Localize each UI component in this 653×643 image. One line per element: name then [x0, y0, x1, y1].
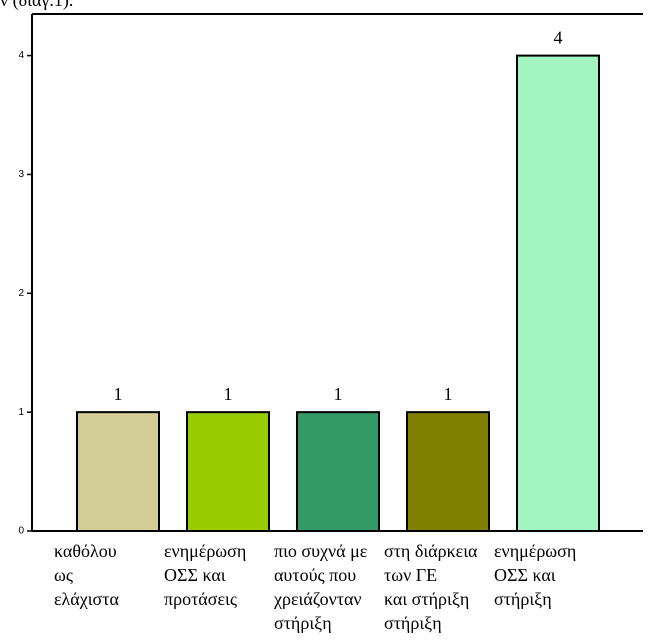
- x-tick-label: ως: [54, 565, 73, 585]
- bar: [186, 411, 270, 532]
- y-tick-label: 0: [18, 526, 24, 537]
- x-tick-label: στη διάρκεια: [384, 541, 478, 561]
- x-tick-label: πιο συχνά με: [274, 541, 368, 561]
- x-tick-label: προτάσεις: [164, 589, 237, 609]
- y-tick-label: 3: [18, 169, 24, 180]
- x-tick-label: στήριξη: [494, 589, 552, 609]
- x-tick-label: στήριξη: [384, 613, 442, 633]
- value-label: 1: [114, 384, 123, 404]
- x-tick-label: και στήριξη: [384, 589, 469, 609]
- x-tick-label: ΟΣΣ και: [494, 565, 556, 585]
- value-label: 4: [554, 28, 563, 48]
- x-tick-label: των ΓΕ: [384, 565, 437, 585]
- x-tick-label: χρειάζονταν: [273, 589, 362, 609]
- chart-title: ν (διαγ.1).: [0, 0, 73, 11]
- bar: [76, 411, 160, 532]
- y-tick-label: 2: [18, 288, 24, 299]
- x-tick-label: αυτούς που: [274, 565, 356, 585]
- value-label: 1: [334, 384, 343, 404]
- x-tick-label: ενημέρωση: [494, 541, 576, 561]
- value-label: 1: [224, 384, 233, 404]
- x-tick-label: καθόλου: [54, 541, 117, 561]
- y-tick-label: 1: [18, 407, 24, 418]
- value-label: 1: [444, 384, 453, 404]
- x-tick-label: ΟΣΣ και: [164, 565, 226, 585]
- x-tick-label: ενημέρωση: [164, 541, 246, 561]
- y-tick-label: 4: [18, 50, 24, 61]
- bar: [516, 54, 600, 533]
- x-tick-label: στήριξη: [274, 613, 332, 633]
- x-tick-label: ελάχιστα: [54, 589, 119, 609]
- bar: [296, 411, 380, 532]
- bar: [406, 411, 490, 532]
